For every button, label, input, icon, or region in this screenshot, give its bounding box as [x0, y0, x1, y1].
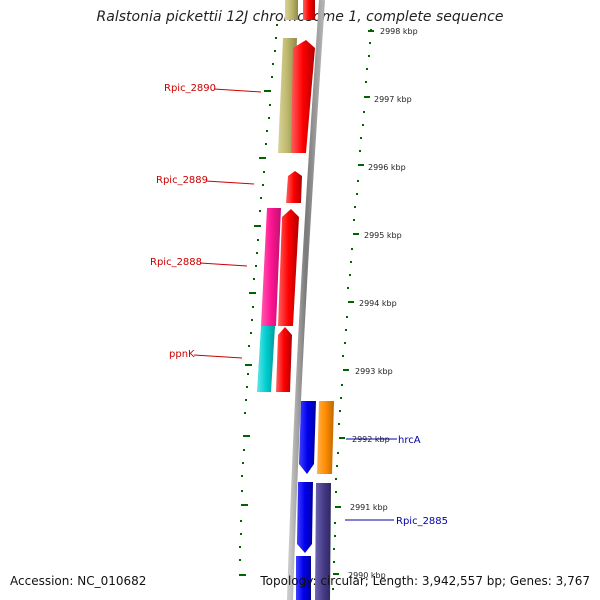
- map-title: Ralstonia pickettii 12J chromosome 1, co…: [96, 9, 504, 25]
- gene-rpic-2886-blue[interactable]: [297, 482, 313, 553]
- gene-rpic-2889-red[interactable]: [286, 171, 302, 203]
- gene-label-rpic-2885[interactable]: Rpic_2885: [396, 516, 448, 527]
- kbp-tick-label: 2996 kbp: [368, 163, 406, 172]
- outer-tick-track: [332, 29, 372, 590]
- leader-line: [193, 354, 243, 359]
- gene-bottom-blue[interactable]: [296, 556, 311, 600]
- kbp-tick-labels: 2998 kbp 2997 kbp 2996 kbp 2995 kbp 2994…: [348, 27, 418, 580]
- chromosome-backbone: [287, 0, 325, 600]
- kbp-tick-label: 2990 kbp: [348, 571, 386, 580]
- right-gene-labels: hrcA Rpic_2885: [345, 435, 448, 527]
- inner-major-ticks: [239, 90, 271, 576]
- gene-label-rpic-2890[interactable]: Rpic_2890: [164, 83, 216, 94]
- gene-label-ppnk[interactable]: ppnK: [169, 349, 195, 360]
- gene-hrca-blue[interactable]: [299, 401, 316, 474]
- kbp-tick-label: 2997 kbp: [374, 95, 412, 104]
- outer-major-ticks: [333, 30, 374, 575]
- feature-pink-rpic-2888[interactable]: [261, 208, 281, 326]
- accession-text: Accession: NC_010682: [10, 574, 147, 588]
- inner-tick-track: [239, 24, 278, 561]
- kbp-tick-label: 2991 kbp: [350, 503, 388, 512]
- kbp-tick-label: 2994 kbp: [359, 299, 397, 308]
- feature-khaki-top[interactable]: [285, 0, 298, 20]
- left-gene-labels: Rpic_2890 Rpic_2889 Rpic_2888 ppnK: [150, 83, 262, 360]
- gene-top-red[interactable]: [303, 0, 315, 20]
- gene-label-hrca[interactable]: hrcA: [398, 435, 421, 446]
- feature-slate-rpic-2885[interactable]: [315, 483, 331, 600]
- gene-label-rpic-2889[interactable]: Rpic_2889: [156, 175, 208, 186]
- topology-summary: Topology: circular; Length: 3,942,557 bp…: [260, 574, 590, 588]
- leader-line: [213, 88, 262, 93]
- gene-rpic-2888-red[interactable]: [278, 209, 299, 326]
- gene-label-rpic-2888[interactable]: Rpic_2888: [150, 257, 202, 268]
- gene-ppnk-red[interactable]: [276, 327, 292, 392]
- gene-rpic-2890-red[interactable]: [291, 40, 315, 153]
- feature-orange-hrca[interactable]: [317, 401, 334, 474]
- leader-line: [205, 180, 255, 185]
- kbp-tick-label: 2993 kbp: [355, 367, 393, 376]
- kbp-tick-label: 2995 kbp: [364, 231, 402, 240]
- leader-line: [199, 262, 248, 267]
- feature-cyan-ppnk[interactable]: [257, 326, 275, 392]
- kbp-tick-label: 2998 kbp: [380, 27, 418, 36]
